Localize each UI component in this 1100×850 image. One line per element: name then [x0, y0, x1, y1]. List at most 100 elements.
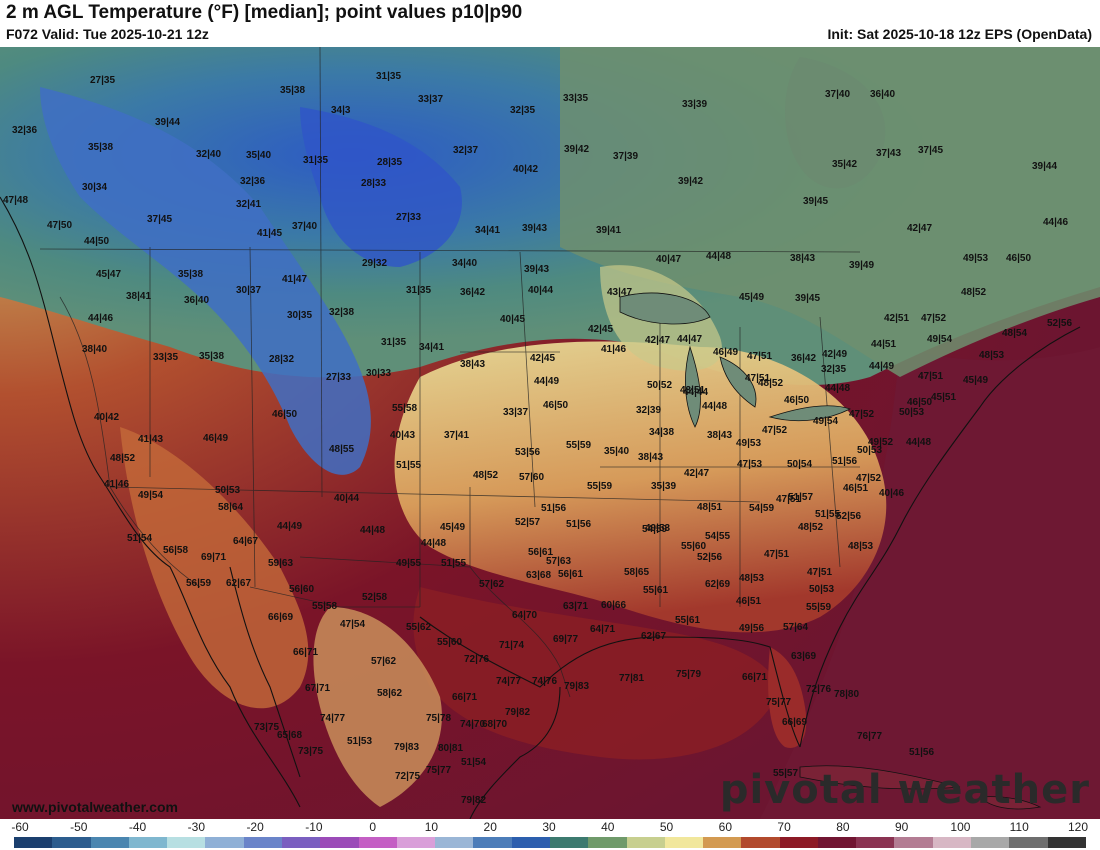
colorbar-swatch — [549, 837, 589, 848]
point-value-label: 32|38 — [329, 307, 355, 318]
colorbar-swatch — [894, 837, 933, 848]
point-value-label: 57|62 — [371, 656, 397, 667]
point-value-label: 34|41 — [475, 225, 501, 236]
point-value-label: 39|41 — [596, 225, 622, 236]
colorbar-tick-label: -50 — [70, 820, 88, 834]
colorbar-tick-label: 60 — [718, 820, 733, 834]
point-value-label: 73|75 — [298, 746, 324, 757]
point-value-label: 52|57 — [515, 517, 541, 528]
point-value-label: 56|58 — [163, 545, 189, 556]
point-value-label: 36|42 — [460, 287, 486, 298]
point-value-label: 55|60 — [437, 637, 463, 648]
point-value-label: 53|56 — [515, 447, 541, 458]
colorbar-tick-label: -30 — [187, 820, 205, 834]
point-value-label: 36|40 — [870, 89, 896, 100]
point-value-label: 38|43 — [638, 452, 664, 463]
colorbar-tick-label: 50 — [659, 820, 674, 834]
point-value-label: 32|37 — [453, 145, 479, 156]
point-value-label: 64|67 — [233, 536, 259, 547]
point-value-label: 28|32 — [269, 354, 295, 365]
point-value-label: 41|45 — [257, 228, 283, 239]
point-value-label: 48|52 — [473, 470, 499, 481]
point-value-label: 44|48 — [702, 401, 728, 412]
point-value-label: 42|45 — [588, 324, 614, 335]
point-value-label: 56|59 — [186, 578, 212, 589]
point-value-label: 58|62 — [377, 688, 403, 699]
point-value-label: 41|46 — [601, 344, 627, 355]
point-value-label: 46|50 — [784, 395, 810, 406]
header: 2 m AGL Temperature (°F) [median]; point… — [0, 0, 1100, 47]
point-value-label: 30|34 — [82, 182, 108, 193]
point-value-label: 31|35 — [406, 285, 432, 296]
point-value-label: 56|61 — [528, 547, 554, 558]
colorbar-swatch — [817, 837, 857, 848]
colorbar-swatch — [1009, 837, 1048, 848]
point-value-label: 48|55 — [329, 444, 355, 455]
colorbar-tick-label: 70 — [777, 820, 791, 834]
point-value-label: 32|40 — [196, 149, 222, 160]
colorbar-swatch — [52, 837, 91, 848]
colorbar-swatch — [90, 837, 129, 848]
map-canvas — [0, 47, 1100, 819]
point-value-label: 47|54 — [340, 619, 366, 630]
point-value-label: 32|41 — [236, 199, 262, 210]
point-value-label: 35|40 — [246, 150, 272, 161]
point-value-label: 47|52 — [849, 409, 875, 420]
point-value-label: 73|75 — [254, 722, 280, 733]
point-value-label: 50|54 — [787, 459, 813, 470]
point-value-label: 44|49 — [534, 376, 560, 387]
colorbar-tick-label: 120 — [1067, 820, 1089, 834]
colorbar-tick-label: -10 — [305, 820, 323, 834]
point-value-label: 66|69 — [268, 612, 294, 623]
point-value-label: 55|59 — [806, 602, 832, 613]
point-value-label: 38|43 — [707, 430, 733, 441]
point-value-label: 51|53 — [347, 736, 373, 747]
point-value-label: 32|36 — [12, 125, 38, 136]
temperature-map[interactable]: 27|35 35|38 31|35 33|37 33|35 33|39 37|40 36|40… — [0, 47, 1100, 819]
point-value-label: 48|53 — [979, 350, 1005, 361]
point-value-label: 49|53 — [736, 438, 762, 449]
colorbar-tick-label: 110 — [1009, 820, 1029, 834]
point-value-label: 35|39 — [651, 481, 677, 492]
point-value-label: 42|45 — [530, 353, 556, 364]
point-value-label: 29|32 — [362, 258, 388, 269]
point-value-label: 58|65 — [624, 567, 650, 578]
point-value-label: 55|59 — [566, 440, 592, 451]
point-value-label: 44|48 — [825, 383, 851, 394]
point-value-label: 42|51 — [884, 313, 910, 324]
point-value-label: 28|33 — [361, 178, 387, 189]
point-value-label: 60|66 — [601, 600, 627, 611]
point-value-label: 39|44 — [1032, 161, 1058, 172]
point-value-label: 51|54 — [461, 757, 487, 768]
point-value-label: 51|54 — [127, 533, 153, 544]
point-value-label: 46|50 — [272, 409, 298, 420]
point-value-label: 46|51 — [843, 483, 869, 494]
point-value-label: 68|70 — [482, 719, 508, 730]
point-value-label: 69|77 — [553, 634, 579, 645]
point-value-label: 48|52 — [961, 287, 987, 298]
point-value-label: 44|51 — [871, 339, 897, 350]
colorbar-tick-label: 20 — [483, 820, 497, 834]
point-value-label: 66|71 — [293, 647, 319, 658]
point-value-label: 50|53 — [857, 445, 883, 456]
point-value-label: 72|76 — [464, 654, 490, 665]
map-title: 2 m AGL Temperature (°F) [median]; point… — [6, 2, 523, 23]
point-value-label: 71|74 — [499, 640, 525, 651]
colorbar-swatch — [626, 837, 665, 848]
colorbar-tick-label: 90 — [894, 820, 909, 834]
colorbar-swatch — [205, 837, 244, 848]
point-value-label: 34|3 — [331, 105, 351, 116]
colorbar-tick-label: -20 — [246, 820, 264, 834]
point-value-label: 46|50 — [907, 397, 933, 408]
colorbar-swatch — [971, 837, 1010, 848]
point-value-label: 45|49 — [440, 522, 466, 533]
colorbar-tick-label: 30 — [542, 820, 556, 834]
point-value-label: 40|47 — [656, 254, 682, 265]
colorbar-swatch — [588, 837, 627, 848]
point-value-label: 46|50 — [1006, 253, 1032, 264]
point-value-label: 44|48 — [906, 437, 932, 448]
site-url[interactable]: www.pivotalweather.com — [12, 799, 178, 815]
point-value-label: 51|57 — [788, 492, 814, 503]
point-value-label: 67|71 — [305, 683, 331, 694]
colorbar-swatch — [14, 837, 53, 848]
